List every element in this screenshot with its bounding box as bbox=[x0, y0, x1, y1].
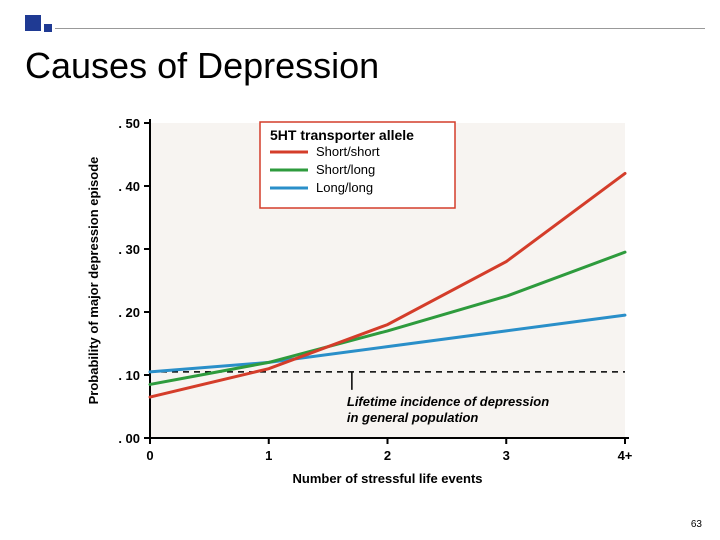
y-tick-label: . 50 bbox=[118, 116, 140, 131]
x-tick-label: 1 bbox=[265, 448, 272, 463]
y-tick-label: . 10 bbox=[118, 368, 140, 383]
y-tick-label: . 30 bbox=[118, 242, 140, 257]
legend-item-label: Long/long bbox=[316, 180, 373, 195]
slide-header bbox=[0, 10, 720, 50]
reference-label: in general population bbox=[347, 410, 479, 425]
legend-item-label: Short/long bbox=[316, 162, 375, 177]
y-axis-label: Probability of major depression episode bbox=[86, 157, 101, 405]
page-number: 63 bbox=[691, 519, 702, 530]
x-tick-label: 2 bbox=[384, 448, 391, 463]
y-tick-label: . 00 bbox=[118, 431, 140, 446]
chart-svg: . 00 . 10 . 20 . 30 . 40 . 50 0 1 2 3 4+ Probabilit… bbox=[80, 108, 640, 493]
reference-label: Lifetime incidence of depression bbox=[347, 394, 549, 409]
x-tick-label: 4+ bbox=[618, 448, 633, 463]
x-axis-label: Number of stressful life events bbox=[293, 471, 483, 486]
chart-container: . 00 . 10 . 20 . 30 . 40 . 50 0 1 2 3 4+ Probabilit… bbox=[80, 108, 640, 493]
legend-title: 5HT transporter allele bbox=[270, 127, 414, 143]
header-rule bbox=[55, 28, 705, 29]
header-bullet-small-icon bbox=[44, 24, 52, 32]
slide-title: Causes of Depression bbox=[25, 45, 379, 87]
x-tick-label: 3 bbox=[503, 448, 510, 463]
y-tick-label: . 40 bbox=[118, 179, 140, 194]
header-bullet-icon bbox=[25, 15, 41, 31]
legend-item-label: Short/short bbox=[316, 144, 380, 159]
x-tick-label: 0 bbox=[146, 448, 153, 463]
y-tick-label: . 20 bbox=[118, 305, 140, 320]
